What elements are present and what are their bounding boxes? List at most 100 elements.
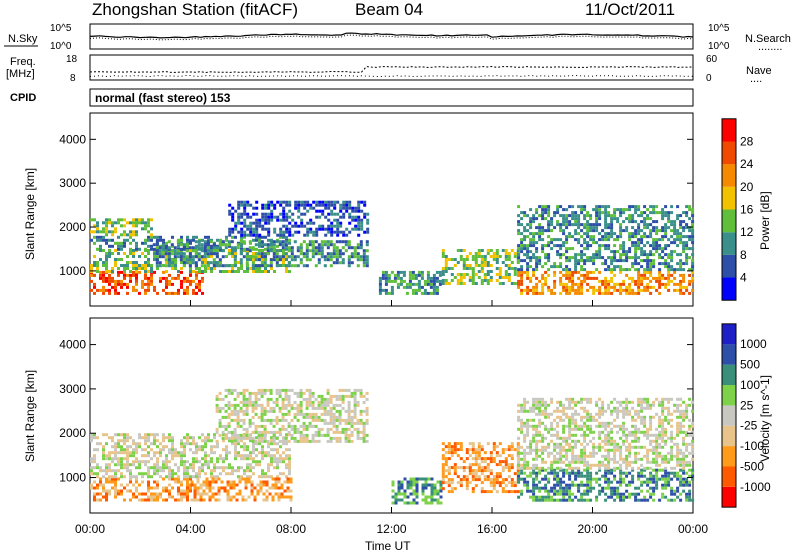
data-cell bbox=[619, 232, 623, 236]
data-cell bbox=[242, 409, 246, 413]
data-cell bbox=[274, 480, 278, 484]
data-cell bbox=[267, 469, 270, 473]
data-cell bbox=[414, 273, 418, 277]
data-cell bbox=[406, 501, 410, 505]
data-cell bbox=[544, 217, 548, 221]
data-cell bbox=[105, 221, 108, 225]
data-cell bbox=[195, 282, 198, 286]
data-cell bbox=[282, 209, 286, 213]
data-cell bbox=[568, 471, 572, 475]
data-cell bbox=[541, 265, 545, 269]
data-cell bbox=[353, 406, 357, 410]
data-cell bbox=[477, 270, 481, 273]
data-cell bbox=[165, 291, 168, 295]
data-cell bbox=[274, 483, 278, 487]
data-cell bbox=[293, 439, 297, 443]
data-cell bbox=[193, 495, 197, 499]
data-cell bbox=[412, 480, 416, 484]
data-cell bbox=[453, 466, 457, 470]
data-cell bbox=[317, 439, 321, 443]
data-cell bbox=[217, 498, 221, 502]
data-cell bbox=[165, 261, 168, 264]
data-cell bbox=[320, 412, 324, 416]
data-cell bbox=[691, 229, 695, 233]
data-cell bbox=[547, 223, 551, 227]
data-cell bbox=[258, 267, 261, 270]
data-cell bbox=[102, 273, 105, 277]
data-cell bbox=[595, 223, 599, 227]
data-cell bbox=[188, 258, 192, 262]
data-cell bbox=[507, 255, 511, 258]
data-cell bbox=[114, 282, 117, 286]
data-cell bbox=[141, 279, 144, 283]
data-cell bbox=[141, 475, 144, 479]
data-cell bbox=[532, 253, 536, 257]
data-cell bbox=[589, 471, 593, 475]
data-cell bbox=[165, 282, 168, 286]
data-cell bbox=[535, 477, 539, 481]
data-cell bbox=[261, 454, 264, 458]
data-cell bbox=[288, 238, 291, 242]
data-cell bbox=[489, 451, 493, 455]
data-cell bbox=[207, 454, 210, 458]
data-cell bbox=[673, 232, 677, 236]
data-cell bbox=[93, 255, 96, 258]
data-cell bbox=[233, 397, 237, 401]
data-cell bbox=[132, 238, 135, 242]
data-cell bbox=[299, 252, 303, 256]
data-cell bbox=[164, 246, 168, 250]
data-cell bbox=[102, 276, 105, 280]
data-cell bbox=[123, 244, 126, 248]
data-cell bbox=[471, 463, 475, 467]
data-cell bbox=[453, 264, 457, 267]
data-cell bbox=[326, 252, 330, 256]
data-cell bbox=[249, 258, 252, 261]
data-cell bbox=[637, 229, 641, 233]
data-cell bbox=[93, 264, 96, 267]
data-cell bbox=[568, 397, 572, 401]
data-cell bbox=[574, 454, 578, 458]
data-cell bbox=[269, 258, 273, 262]
data-cell bbox=[643, 285, 647, 289]
data-cell bbox=[517, 418, 521, 422]
data-cell bbox=[326, 412, 330, 416]
data-cell bbox=[305, 406, 309, 410]
data-cell bbox=[263, 424, 267, 428]
data-cell bbox=[412, 498, 416, 502]
data-cell bbox=[289, 495, 293, 499]
data-cell bbox=[538, 418, 542, 422]
data-cell bbox=[344, 243, 348, 247]
data-cell bbox=[168, 291, 171, 295]
data-cell bbox=[311, 436, 315, 440]
data-cell bbox=[691, 247, 695, 251]
data-cell bbox=[350, 421, 354, 425]
data-cell bbox=[147, 279, 150, 283]
data-cell bbox=[248, 240, 252, 244]
data-cell bbox=[535, 403, 539, 407]
data-cell bbox=[245, 388, 249, 392]
data-cell bbox=[189, 249, 192, 252]
data-cell bbox=[244, 498, 248, 502]
data-cell bbox=[688, 474, 692, 478]
data-cell bbox=[405, 285, 409, 289]
data-cell bbox=[357, 209, 361, 213]
data-cell bbox=[601, 256, 605, 260]
data-cell bbox=[501, 451, 505, 455]
data-cell bbox=[586, 211, 590, 215]
data-cell bbox=[108, 469, 111, 473]
data-cell bbox=[264, 475, 267, 479]
data-cell bbox=[550, 412, 554, 416]
data-cell bbox=[480, 282, 484, 285]
data-cell bbox=[156, 463, 159, 467]
data-cell bbox=[240, 230, 244, 234]
data-cell bbox=[123, 448, 126, 452]
data-cell bbox=[486, 282, 490, 285]
data-cell bbox=[501, 448, 505, 452]
data-cell bbox=[547, 235, 551, 239]
data-cell bbox=[565, 220, 569, 224]
data-cell bbox=[541, 238, 545, 242]
data-cell bbox=[646, 241, 650, 245]
data-cell bbox=[649, 235, 653, 239]
data-cell bbox=[218, 246, 222, 250]
data-cell bbox=[90, 472, 93, 476]
